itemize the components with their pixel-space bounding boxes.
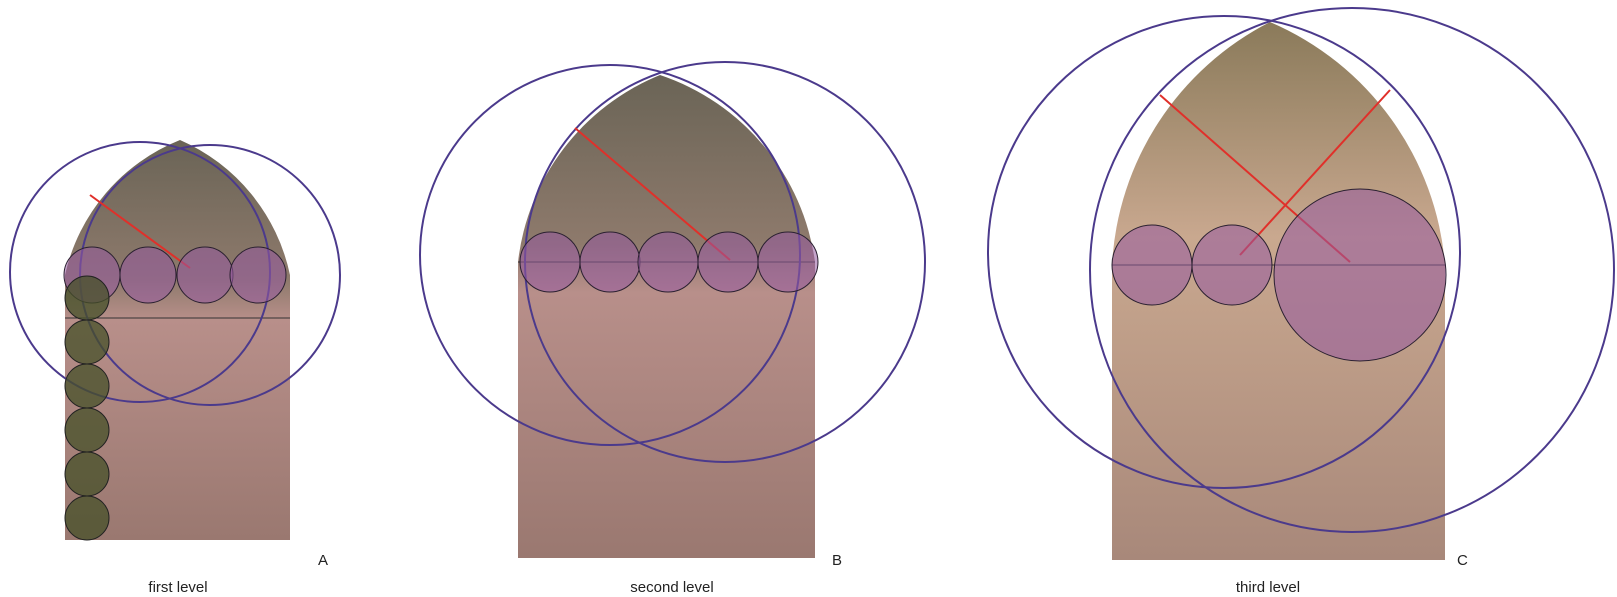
pier-circle — [65, 408, 109, 452]
module-circle — [1112, 225, 1192, 305]
module-circle — [580, 232, 640, 292]
pier-circle — [65, 496, 109, 540]
module-circle — [177, 247, 233, 303]
module-circle — [230, 247, 286, 303]
module-circle — [758, 232, 818, 292]
vault-elevation — [518, 75, 815, 558]
module-circle — [520, 232, 580, 292]
caption: third level — [1236, 579, 1300, 596]
module-circle — [638, 232, 698, 292]
module-circle — [120, 247, 176, 303]
panel-label: C — [1457, 552, 1468, 569]
panel-b: B second level — [420, 62, 925, 596]
caption: second level — [630, 579, 713, 596]
figure: A first level B second level C third lev… — [0, 0, 1617, 597]
caption: first level — [148, 579, 207, 596]
panel-c: C third level — [988, 8, 1614, 596]
pier-circle — [65, 320, 109, 364]
pier-circle — [65, 364, 109, 408]
panel-label: B — [832, 552, 842, 569]
panel-a: A first level — [10, 140, 340, 596]
module-circle — [1274, 189, 1446, 361]
module-circle — [698, 232, 758, 292]
panel-label: A — [318, 552, 328, 569]
pier-circle — [65, 276, 109, 320]
module-circle — [1192, 225, 1272, 305]
pier-circle — [65, 452, 109, 496]
